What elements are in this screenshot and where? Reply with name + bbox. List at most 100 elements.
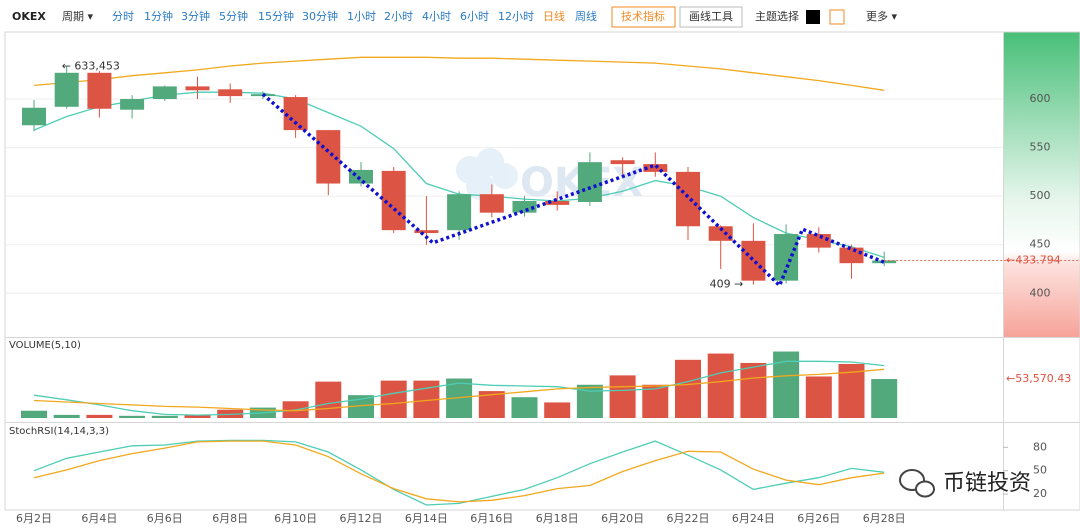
last-price-label: ←433.794 <box>1006 253 1061 266</box>
x-tick-label: 6月16日 <box>470 512 513 525</box>
y-tick-label: 80 <box>1033 440 1047 453</box>
volume-bar <box>380 380 407 418</box>
y-tick-label: 550 <box>1030 141 1051 154</box>
panel-title: VOLUME(5,10) <box>9 340 81 351</box>
volume-bar <box>609 375 636 418</box>
candle-body <box>152 86 177 100</box>
x-tick-label: 6月28日 <box>863 512 906 525</box>
theme-dark[interactable] <box>806 10 820 24</box>
candle-body <box>54 72 79 107</box>
toolbar <box>0 0 1080 32</box>
candle-body <box>872 260 897 264</box>
more-menu[interactable]: 更多 ▾ <box>866 9 897 23</box>
candle-body <box>479 194 504 213</box>
interval[interactable]: 6小时 <box>460 10 489 23</box>
candle-body <box>741 240 766 281</box>
indicator-line <box>33 56 885 91</box>
interval[interactable]: 15分钟 <box>258 9 294 23</box>
x-tick-label: 6月20日 <box>601 512 644 525</box>
button-frame[interactable] <box>679 6 743 28</box>
x-tick-label: 6月4日 <box>81 512 117 525</box>
y-tick-label: 500 <box>1030 189 1051 202</box>
interval-active[interactable]: 日线 <box>543 9 565 23</box>
candle-body <box>577 162 602 202</box>
y-tick-label: 400 <box>1030 286 1051 299</box>
interval[interactable]: 2小时 <box>384 10 413 23</box>
indicator-line <box>33 440 885 503</box>
indicator-line <box>33 368 885 412</box>
interval[interactable]: 30分钟 <box>302 9 338 23</box>
panel-title: StochRSI(14,14,3,3) <box>9 426 109 437</box>
candle-body <box>774 234 799 281</box>
volume-bar <box>511 397 538 418</box>
volume-bar <box>119 415 146 418</box>
interval[interactable]: 5分钟 <box>219 9 248 23</box>
y-tick-label: 20 <box>1033 487 1047 500</box>
volume-bar <box>53 414 80 418</box>
x-tick-label: 6月12日 <box>340 512 383 525</box>
candle-body <box>839 247 864 264</box>
price-axis-bg <box>1004 32 1080 337</box>
y-tick-label: 450 <box>1030 238 1051 251</box>
theme-light[interactable] <box>829 9 845 25</box>
volume-bar <box>21 410 47 418</box>
candle-body <box>120 99 145 110</box>
x-tick-label: 6月26日 <box>797 512 840 525</box>
trend-line <box>261 92 885 289</box>
interval[interactable]: 1分钟 <box>144 9 173 23</box>
x-tick-label: 6月8日 <box>212 512 248 525</box>
frame <box>4 31 1080 511</box>
candle-body <box>87 72 112 109</box>
indicator-line <box>33 360 885 416</box>
low-label: 409 → <box>710 278 744 291</box>
interval[interactable]: 4小时 <box>422 10 451 23</box>
volume-bar <box>86 414 113 418</box>
volume-bar <box>151 415 178 418</box>
watermark-wechat: 币链投资 <box>943 471 1031 496</box>
interval[interactable]: 12小时 <box>498 10 534 23</box>
interval[interactable]: 分时 <box>112 10 134 23</box>
indicator-line <box>33 439 885 506</box>
y-tick-label: 50 <box>1033 464 1047 477</box>
theme-label: 主题选择 <box>755 9 799 23</box>
candle-body <box>806 234 831 248</box>
brand: OKEX <box>12 10 46 23</box>
draw-tools-button[interactable]: 画线工具 <box>689 9 733 23</box>
volume-bar <box>675 359 701 418</box>
candle-body <box>676 171 700 227</box>
candle-body <box>218 89 243 97</box>
candle-body <box>643 164 668 172</box>
watermark-logo <box>456 148 518 200</box>
candle-body <box>22 107 46 126</box>
volume-bar <box>315 381 342 418</box>
interval[interactable]: 周线 <box>575 9 597 23</box>
interval[interactable]: 3分钟 <box>181 9 210 23</box>
x-tick-label: 6月6日 <box>147 512 183 525</box>
candle-body <box>185 86 210 91</box>
x-tick-label: 6月22日 <box>667 512 710 525</box>
last-volume-label: ←53,570.43 <box>1006 372 1071 385</box>
volume-bar <box>707 353 734 418</box>
candle-body <box>610 160 635 165</box>
volume-bar <box>740 362 767 418</box>
y-tick-label: 600 <box>1030 92 1051 105</box>
wechat-icon <box>899 469 935 498</box>
period-menu[interactable]: 周期 ▾ <box>62 10 93 23</box>
volume-bar <box>544 402 571 418</box>
volume-bar <box>348 395 374 418</box>
x-tick-label: 6月24日 <box>732 512 775 525</box>
volume-bar <box>871 379 898 418</box>
x-tick-label: 6月2日 <box>16 512 52 525</box>
volume-bar <box>805 376 832 418</box>
x-tick-label: 6月18日 <box>536 512 579 525</box>
high-label: ← 633,453 <box>62 60 120 73</box>
indicator-button[interactable]: 技术指标 <box>621 9 665 23</box>
candle-body <box>512 201 537 213</box>
candle-body <box>545 201 570 205</box>
button-frame[interactable] <box>611 6 676 28</box>
volume-bar <box>642 384 669 418</box>
candle-body <box>447 194 472 231</box>
volume-bar <box>184 414 211 418</box>
interval[interactable]: 1小时 <box>347 10 376 23</box>
x-tick-label: 6月10日 <box>274 512 317 525</box>
